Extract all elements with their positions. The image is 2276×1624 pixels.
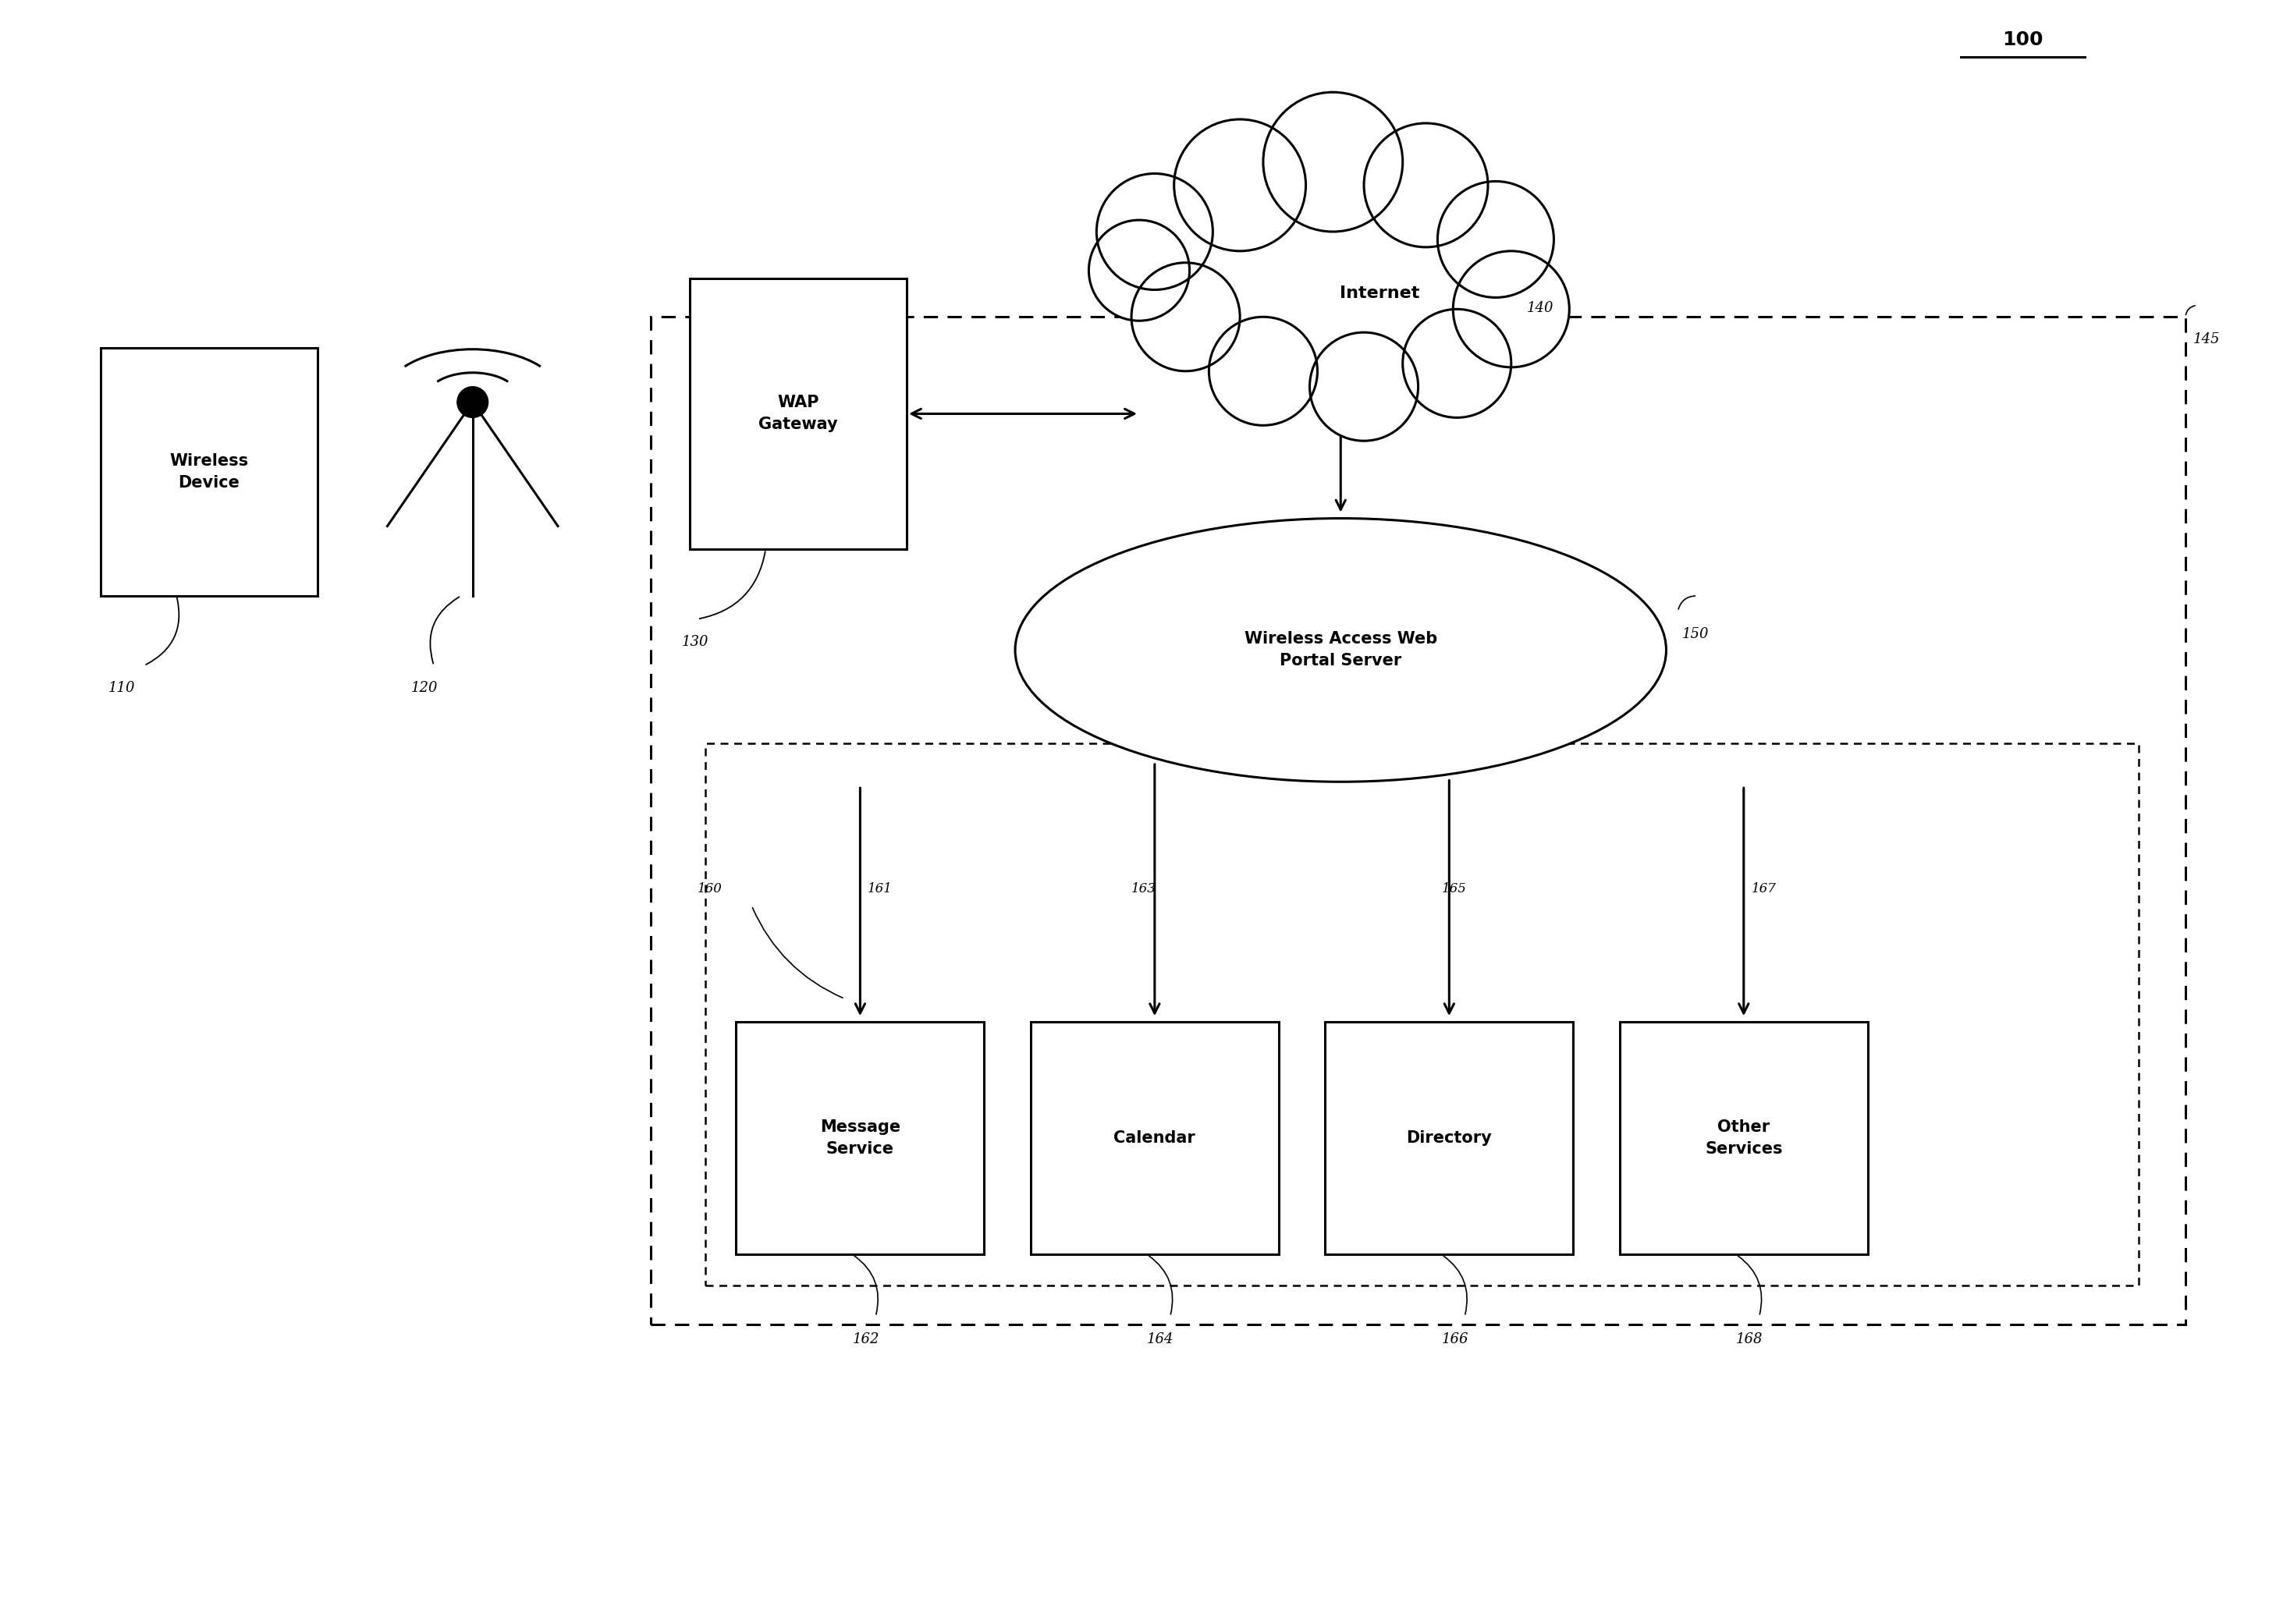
Text: Other
Services: Other Services	[1705, 1119, 1782, 1156]
Bar	[651, 317, 2185, 1324]
Circle shape	[1263, 93, 1402, 232]
Bar	[1031, 1021, 1279, 1254]
Text: Internet: Internet	[1341, 286, 1420, 302]
Text: 167: 167	[1753, 882, 1775, 896]
Text: 110: 110	[109, 680, 134, 695]
Circle shape	[1309, 333, 1418, 440]
Text: 164: 164	[1147, 1332, 1174, 1346]
Circle shape	[1438, 182, 1555, 297]
Text: Calendar: Calendar	[1113, 1130, 1195, 1147]
Bar	[100, 348, 319, 596]
Text: 166: 166	[1441, 1332, 1468, 1346]
Circle shape	[1088, 219, 1190, 322]
Bar	[1325, 1021, 1573, 1254]
Circle shape	[1097, 174, 1213, 289]
Text: 160: 160	[696, 882, 721, 896]
Text: Wireless
Device: Wireless Device	[171, 453, 248, 490]
Bar	[706, 744, 2139, 1286]
Ellipse shape	[1015, 518, 1666, 781]
Text: Wireless Access Web
Portal Server: Wireless Access Web Portal Server	[1245, 632, 1436, 669]
Text: 163: 163	[1131, 882, 1156, 896]
Bar	[735, 1021, 983, 1254]
Text: 140: 140	[1527, 302, 1555, 315]
Circle shape	[457, 387, 487, 417]
Text: WAP
Gateway: WAP Gateway	[758, 395, 838, 432]
Circle shape	[1363, 123, 1489, 247]
Text: 100: 100	[2003, 31, 2044, 49]
Circle shape	[1402, 309, 1511, 417]
Text: 165: 165	[1441, 882, 1466, 896]
Text: Directory: Directory	[1407, 1130, 1493, 1147]
Text: 120: 120	[410, 680, 437, 695]
Circle shape	[1186, 135, 1463, 414]
Bar	[690, 278, 906, 549]
Text: 168: 168	[1737, 1332, 1764, 1346]
Bar	[1621, 1021, 1869, 1254]
Circle shape	[1174, 119, 1306, 252]
Text: 145: 145	[2194, 333, 2219, 346]
Text: 130: 130	[683, 635, 708, 648]
Circle shape	[1209, 317, 1318, 425]
Circle shape	[1131, 263, 1240, 372]
Text: Message
Service: Message Service	[819, 1119, 901, 1156]
Text: 161: 161	[867, 882, 892, 896]
Text: 150: 150	[1682, 627, 1709, 641]
Circle shape	[1452, 252, 1570, 367]
Text: 162: 162	[854, 1332, 879, 1346]
